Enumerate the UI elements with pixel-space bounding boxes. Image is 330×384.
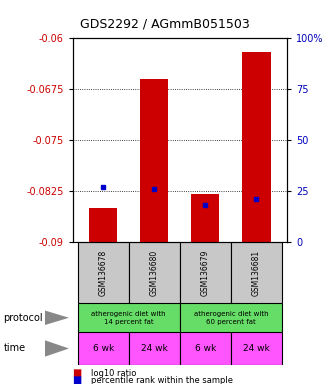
- Bar: [191, 194, 219, 242]
- Bar: [129, 332, 180, 365]
- Bar: [243, 52, 271, 242]
- Text: percentile rank within the sample: percentile rank within the sample: [91, 376, 233, 384]
- Bar: [140, 79, 168, 242]
- Bar: [78, 242, 129, 303]
- Text: GDS2292 / AGmmB051503: GDS2292 / AGmmB051503: [80, 17, 250, 30]
- Text: atherogenic diet with
14 percent fat: atherogenic diet with 14 percent fat: [91, 311, 166, 325]
- Bar: [231, 242, 282, 303]
- Text: GSM136680: GSM136680: [150, 250, 159, 296]
- Bar: [231, 332, 282, 365]
- Text: GSM136678: GSM136678: [99, 250, 108, 296]
- Text: time: time: [3, 343, 25, 354]
- Bar: [180, 303, 282, 332]
- Bar: [180, 332, 231, 365]
- Polygon shape: [45, 311, 69, 325]
- Text: protocol: protocol: [3, 313, 43, 323]
- Text: GSM136681: GSM136681: [252, 250, 261, 296]
- Bar: [78, 303, 180, 332]
- Polygon shape: [45, 340, 69, 357]
- Bar: [180, 242, 231, 303]
- Bar: [89, 208, 117, 242]
- Text: log10 ratio: log10 ratio: [91, 369, 136, 378]
- Text: 24 wk: 24 wk: [243, 344, 270, 353]
- Text: 6 wk: 6 wk: [93, 344, 114, 353]
- Bar: [78, 332, 129, 365]
- Text: 24 wk: 24 wk: [141, 344, 168, 353]
- Text: atherogenic diet with
60 percent fat: atherogenic diet with 60 percent fat: [194, 311, 268, 325]
- Bar: [129, 242, 180, 303]
- Text: ■: ■: [73, 368, 82, 378]
- Text: GSM136679: GSM136679: [201, 250, 210, 296]
- Text: ■: ■: [73, 375, 82, 384]
- Text: 6 wk: 6 wk: [195, 344, 216, 353]
